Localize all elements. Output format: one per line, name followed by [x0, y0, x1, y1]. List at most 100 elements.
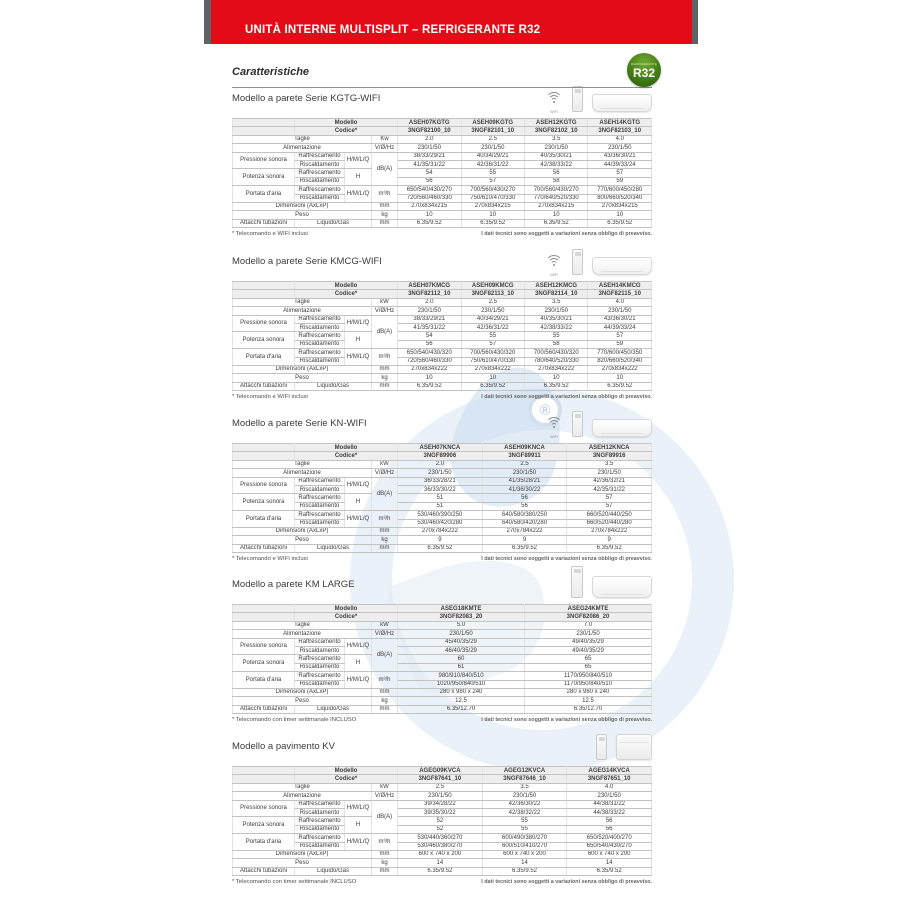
pressione_raff-cell: 49/40/35/29 [524, 637, 652, 647]
row-label: Taglie [232, 459, 372, 470]
portata_risc-cell: 750/610/470/330 [460, 356, 526, 366]
page-banner: UNITÀ INTERNE MULTISPLIT – REFRIGERANTE … [211, 0, 692, 44]
portata_risc-cell: 1020/950/840/510 [397, 679, 526, 689]
row-label: Alimentazione [232, 468, 372, 478]
unit-cell: kg [370, 373, 399, 383]
dimensioni-cell: 270x784x222 [481, 526, 568, 537]
attacchi-cell: 6.35/9.52 [566, 866, 652, 877]
row-label: Dimensioni (AxLxP) [232, 687, 372, 698]
attacchi-row: Attacchi tubazioni Liquido/Gas mm 6.35/9.52… [232, 866, 652, 877]
model-name: AGEG09KVCA [397, 765, 483, 776]
blank-cell [232, 765, 295, 776]
model-code: 3NGF89911 [481, 451, 568, 461]
attacchi-cell: 6.35/9.52 [481, 866, 568, 877]
hmlq-cell: H/M/L/Q [344, 799, 372, 818]
pressione_risc-cell: 39/35/30/22 [397, 807, 483, 818]
hmlq-cell: H/M/L/Q [344, 671, 372, 689]
unit-cell: kW [370, 620, 399, 631]
unit-cell: V/Ø/Hz [370, 468, 399, 478]
dimensioni-row: Dimensioni (AxLxP) mm 600 x 740 x 200 600 x… [232, 849, 652, 860]
portata_risc-cell: 600/510/410/270 [481, 841, 568, 851]
sub-label: Raffrescamento [294, 168, 345, 178]
pressione_risc-cell: 42/38/33/22 [523, 322, 589, 333]
attacchi-cell: 6.35/9.52 [587, 381, 652, 392]
model-name: ASEG18KMTE [397, 603, 526, 614]
remote-control-image [572, 249, 583, 275]
hmlq-cell: H/M/L/Q [344, 510, 372, 528]
codice-header: Codice* [293, 612, 399, 622]
blank-cell [232, 774, 295, 784]
model-name: AGEG14KVCA [566, 765, 652, 776]
taglie-cell: 2.5 [397, 782, 483, 793]
potenza_raff-cell: 57 [587, 331, 652, 341]
potenza-risc-row: Riscaldamento 61 65 [233, 662, 652, 673]
portata_risc-cell: 660/520/440/280 [566, 518, 652, 528]
portata_risc-cell: 1170/950/840/510 [524, 679, 652, 689]
spec-section: Modello a parete Serie KGTG-WIFI WIFI Mode… [232, 86, 652, 237]
unit-cell: V/Ø/Hz [370, 306, 399, 316]
attacchi-cell: 6.35/9.52 [523, 381, 589, 392]
footnote-right: I dati tecnici sono soggetti a variazion… [481, 556, 652, 563]
alimentazione-cell: 230/1/50 [587, 143, 652, 153]
spec-section: Modello a pavimento KV Modello AGEG09KVCA A… [232, 734, 652, 885]
dimensioni-cell: 270x784x222 [566, 526, 652, 537]
dimensioni-cell: 600 x 740 x 200 [566, 849, 652, 860]
potenza_raff-cell: 52 [397, 816, 483, 826]
peso-cell: 12.5 [524, 696, 652, 706]
unit-cell: mm [370, 704, 399, 715]
potenza_raff-cell: 57 [587, 168, 652, 178]
footnote-right: I dati tecnici sono soggetti a variazion… [481, 394, 652, 401]
taglie-cell: 4.0 [587, 297, 652, 308]
portata_risc-cell: 640/580/420/280 [481, 518, 568, 528]
unit-cell: dB(A) [370, 637, 399, 673]
potenza_risc-cell: 65 [524, 662, 652, 673]
portata_risc-cell: 530/460/380/270 [397, 841, 483, 851]
modello-header: Modello [293, 765, 399, 776]
model-name: ASEH09KGTG [460, 117, 526, 128]
pressione_raff-cell: 40/35/30/21 [523, 314, 589, 324]
pressione-raff-row: Pressione sonora Raffrescamento H/M/L/Q dB(… [232, 151, 652, 187]
portata_raff-cell: 700/560/430/320 [523, 348, 589, 358]
sub-label: Riscaldamento [294, 176, 345, 187]
model-name: ASEH07KNCA [397, 442, 483, 453]
dimensioni-cell: 270x834x222 [587, 364, 652, 375]
sub-label: Raffrescamento [294, 833, 345, 843]
portata-raff-row: Portata d'aria Raffrescamento H/M/L/Q m³/h 9… [232, 671, 652, 689]
pressione_raff-cell: 43/36/30/21 [587, 314, 652, 324]
spec-section-body: Modello ASEH07KNCA ASEH09KNCA ASEH12KNCA Cod… [232, 411, 652, 562]
spec-section: Modello a parete Serie KN-WIFI WIFI Modell… [232, 411, 652, 562]
potenza_risc-cell: 56 [481, 501, 568, 512]
model-name: ASEG24KMTE [524, 603, 652, 614]
wall-unit-large-image [592, 576, 652, 598]
alimentazione-cell: 230/1/50 [397, 143, 462, 153]
sub-label: Raffrescamento [294, 476, 345, 486]
unit-cell: mm [370, 201, 399, 212]
table-footnotes: * Telecomando con timer settimanale INCL… [232, 879, 652, 885]
alimentazione-cell: 230/1/50 [523, 306, 589, 316]
dimensioni-cell: 270x834x215 [523, 201, 589, 212]
peso-cell: 10 [460, 373, 526, 383]
blank-cell [232, 451, 295, 461]
sub-label: Riscaldamento [294, 322, 345, 333]
attacchi-cell: 6.35/9.52 [481, 543, 568, 554]
sub-label: Raffrescamento [294, 331, 345, 341]
pressione_risc-cell: 41/35/31/22 [397, 159, 462, 170]
table-footnotes: * Telecomando e WIFI inclusi I dati tecni… [232, 231, 652, 237]
portata_raff-cell: 530/440/360/270 [397, 833, 483, 843]
portata-risc-row: Riscaldamento 530/460/420/280 640/580/420/… [233, 518, 652, 528]
potenza_raff-cell: 51 [397, 493, 483, 503]
attacchi-cell: 6.35/12.70 [397, 704, 526, 715]
code-row: Codice* 3NGF82083_20 3NGF82086_20 [232, 612, 652, 622]
peso-cell: 10 [587, 373, 652, 383]
attacchi-cell: 6.35/9.52 [566, 543, 652, 554]
potenza-raff-row: Potenza sonora Raffrescamento H 51 56 57 [232, 493, 652, 512]
row-label: Alimentazione [232, 791, 372, 801]
spec-section-icons: WIFI [545, 249, 652, 279]
dimensioni-row: Dimensioni (AxLxP) mm 280 x 980 x 240 280 x… [232, 687, 652, 698]
potenza_risc-cell: 52 [397, 824, 483, 835]
spec-section-icons [571, 566, 652, 602]
row-label: Attacchi tubazioni [232, 704, 295, 715]
dimensioni-cell: 270x834x222 [460, 364, 526, 375]
codice-header: Codice* [293, 451, 399, 461]
peso-cell: 12.5 [397, 696, 526, 706]
